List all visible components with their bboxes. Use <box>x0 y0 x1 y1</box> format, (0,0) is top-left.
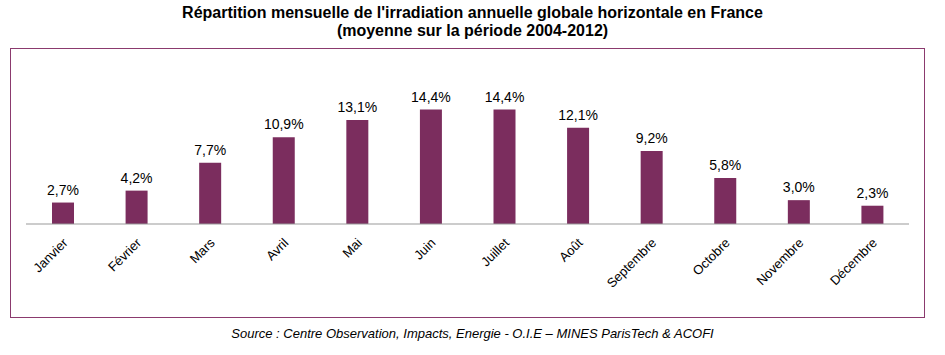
svg-text:Juin: Juin <box>411 235 438 262</box>
svg-text:12,1%: 12,1% <box>558 107 598 123</box>
svg-text:Décembre: Décembre <box>827 235 880 288</box>
svg-text:Septembre: Septembre <box>604 235 660 291</box>
html-text:Répartition mensuelle de l'irr: Répartition mensuelle de l'irradiation a… <box>182 4 763 21</box>
svg-text:Février: Février <box>105 235 145 275</box>
svg-text:Avril: Avril <box>263 235 291 263</box>
svg-text:Octobre: Octobre <box>690 235 733 278</box>
svg-text:7,7%: 7,7% <box>194 142 226 158</box>
svg-text:Mai: Mai <box>339 235 364 260</box>
svg-text:Novembre: Novembre <box>753 235 806 288</box>
svg-text:4,2%: 4,2% <box>121 170 153 186</box>
svg-text:3,0%: 3,0% <box>783 179 815 195</box>
svg-text:Janvier: Janvier <box>30 235 71 276</box>
svg-text:9,2%: 9,2% <box>636 130 668 146</box>
svg-text:2,7%: 2,7% <box>47 182 79 198</box>
svg-text:Mars: Mars <box>187 235 218 266</box>
html-text:Source : Centre Observation, I: Source : Centre Observation, Impacts, En… <box>231 326 714 341</box>
svg-text:10,9%: 10,9% <box>264 116 304 132</box>
svg-text:13,1%: 13,1% <box>337 99 377 115</box>
svg-text:Août: Août <box>556 235 586 265</box>
svg-text:Juillet: Juillet <box>478 235 512 269</box>
svg-text:14,4%: 14,4% <box>411 89 451 105</box>
svg-text:2,3%: 2,3% <box>856 185 888 201</box>
svg-text:14,4%: 14,4% <box>485 89 525 105</box>
svg-text:5,8%: 5,8% <box>709 157 741 173</box>
html-text:(moyenne sur la période 2004-2: (moyenne sur la période 2004-2012) <box>336 22 609 39</box>
